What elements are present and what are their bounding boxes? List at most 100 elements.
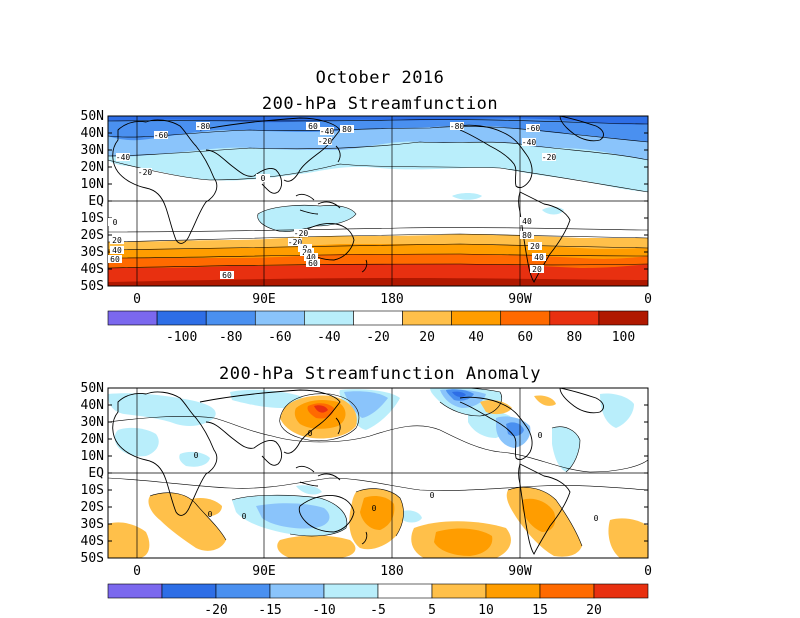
contour-label: 60: [110, 255, 120, 264]
lat-label: 30S: [81, 245, 104, 260]
legend-swatch: [500, 310, 551, 326]
legend-label: 20: [586, 603, 602, 618]
contour-label: -40: [320, 127, 335, 136]
legend-swatch: [156, 310, 207, 326]
lat-label: 30N: [81, 415, 104, 430]
contour-label: -20: [138, 168, 153, 177]
contour-label: -60: [526, 124, 541, 133]
legend-label: 40: [468, 330, 484, 345]
legend-label: 10: [478, 603, 494, 618]
lat-label: 20S: [81, 228, 104, 243]
panel2-title: 200-hPa Streamfunction Anomaly: [218, 364, 542, 384]
lon-label: 180: [380, 564, 403, 579]
anomaly-map: [108, 388, 648, 558]
legend-swatch: [304, 310, 354, 326]
legend-swatch: [377, 583, 433, 599]
contour-label: 0: [372, 504, 377, 513]
contour-label: 60: [222, 271, 232, 280]
lat-label: 30N: [81, 143, 104, 158]
lat-label: 40N: [81, 126, 104, 141]
contour-label: 0: [208, 510, 213, 519]
contour-label: 60: [308, 122, 318, 131]
panel2-color-legend: -20 -15 -10 -5 5 10 15 20: [107, 583, 649, 618]
grid-lines: [108, 116, 648, 286]
contour-label: 0: [113, 218, 118, 227]
legend-swatch: [549, 310, 600, 326]
legend-swatch: [254, 310, 305, 326]
streamfunction-map: [108, 116, 648, 286]
contour-label: -20: [318, 137, 333, 146]
panel1-color-legend: -100 -80 -60 -40 -20 20 40 60 80 100: [107, 310, 649, 345]
contour-label: 0: [308, 429, 313, 438]
legend-label: -5: [370, 603, 386, 618]
contour-label: 20: [530, 242, 540, 251]
legend-label: 15: [532, 603, 548, 618]
positive-anomaly-fills: [108, 395, 648, 558]
lat-label: 10N: [81, 177, 104, 192]
lat-label: 50S: [81, 279, 104, 294]
lat-label: 10N: [81, 449, 104, 464]
lat-label: 50S: [81, 551, 104, 566]
contour-label: -20: [288, 238, 303, 247]
legend-label: 100: [612, 330, 635, 345]
legend-label: -60: [268, 330, 291, 345]
contour-fill-pos100: [108, 278, 648, 286]
lon-label: 0: [133, 292, 141, 307]
contour-label: 20: [302, 248, 312, 257]
legend-label: 20: [419, 330, 435, 345]
contour-label: -60: [154, 131, 169, 140]
lat-label: 20S: [81, 500, 104, 515]
contour-label: -80: [196, 122, 211, 131]
page-title: October 2016: [315, 68, 445, 88]
contour-label: 40: [112, 246, 122, 255]
legend-swatch: [451, 310, 502, 326]
lat-label: 30S: [81, 517, 104, 532]
panel2-axis-labels: 50N 40N 30N 20N 10N EQ 10S 20S 30S 40S 50S 0 90E 180 9…: [81, 381, 652, 579]
lat-label: 50N: [81, 381, 104, 396]
contour-label: 20: [112, 236, 122, 245]
contour-label: 0: [194, 451, 199, 460]
contour-label: -20: [294, 229, 309, 238]
contour-fill-neg60-north: [108, 116, 648, 142]
lon-label: 0: [644, 564, 652, 579]
lat-label: 40N: [81, 398, 104, 413]
lat-label: EQ: [88, 194, 104, 209]
legend-label: 80: [567, 330, 583, 345]
legend-swatch: [539, 583, 595, 599]
legend-swatch: [215, 583, 271, 599]
contour-label: 80: [342, 125, 352, 134]
lat-label: 10S: [81, 211, 104, 226]
legend-swatch: [107, 583, 163, 599]
panel1-contour-labels: -60-40-80-20-80 -60-40-20-40-2000-2020406…: [108, 122, 556, 280]
coastlines: [112, 388, 604, 555]
legend-swatch: [598, 310, 649, 326]
legend-swatch: [353, 310, 403, 326]
negative-anomaly-fills: [108, 388, 634, 536]
contour-label: 0: [242, 512, 247, 521]
lon-label: 0: [644, 292, 652, 307]
lat-label: 20N: [81, 160, 104, 175]
legend-label: -20: [366, 330, 389, 345]
legend-swatch: [269, 583, 325, 599]
contour-label: -80: [450, 122, 465, 131]
contour-label: 0: [594, 514, 599, 523]
lon-label: 180: [380, 292, 403, 307]
legend-label: -100: [166, 330, 197, 345]
contour-label: 60: [308, 259, 318, 268]
contour-label: 40: [534, 253, 544, 262]
lat-label: 10S: [81, 483, 104, 498]
legend-swatch: [323, 583, 379, 599]
contour-label: 0: [430, 491, 435, 500]
panel1-axis-labels: 50N 40N 30N 20N 10N EQ 10S 20S 30S 40S 50S 0 90E 180 9…: [81, 109, 652, 307]
anomaly-contour-lines: [108, 388, 648, 547]
contour-label: -20: [542, 153, 557, 162]
grid-lines: [108, 388, 648, 558]
legend-swatch: [485, 583, 541, 599]
lat-label: 50N: [81, 109, 104, 124]
contour-label: 20: [532, 265, 542, 274]
panel2-contour-labels: 0 0 0 0 0 0 0 0: [194, 429, 599, 523]
lon-label: 90E: [252, 292, 275, 307]
contour-label: 40: [522, 217, 532, 226]
legend-label: -80: [219, 330, 242, 345]
contour-label: 0: [261, 174, 266, 183]
